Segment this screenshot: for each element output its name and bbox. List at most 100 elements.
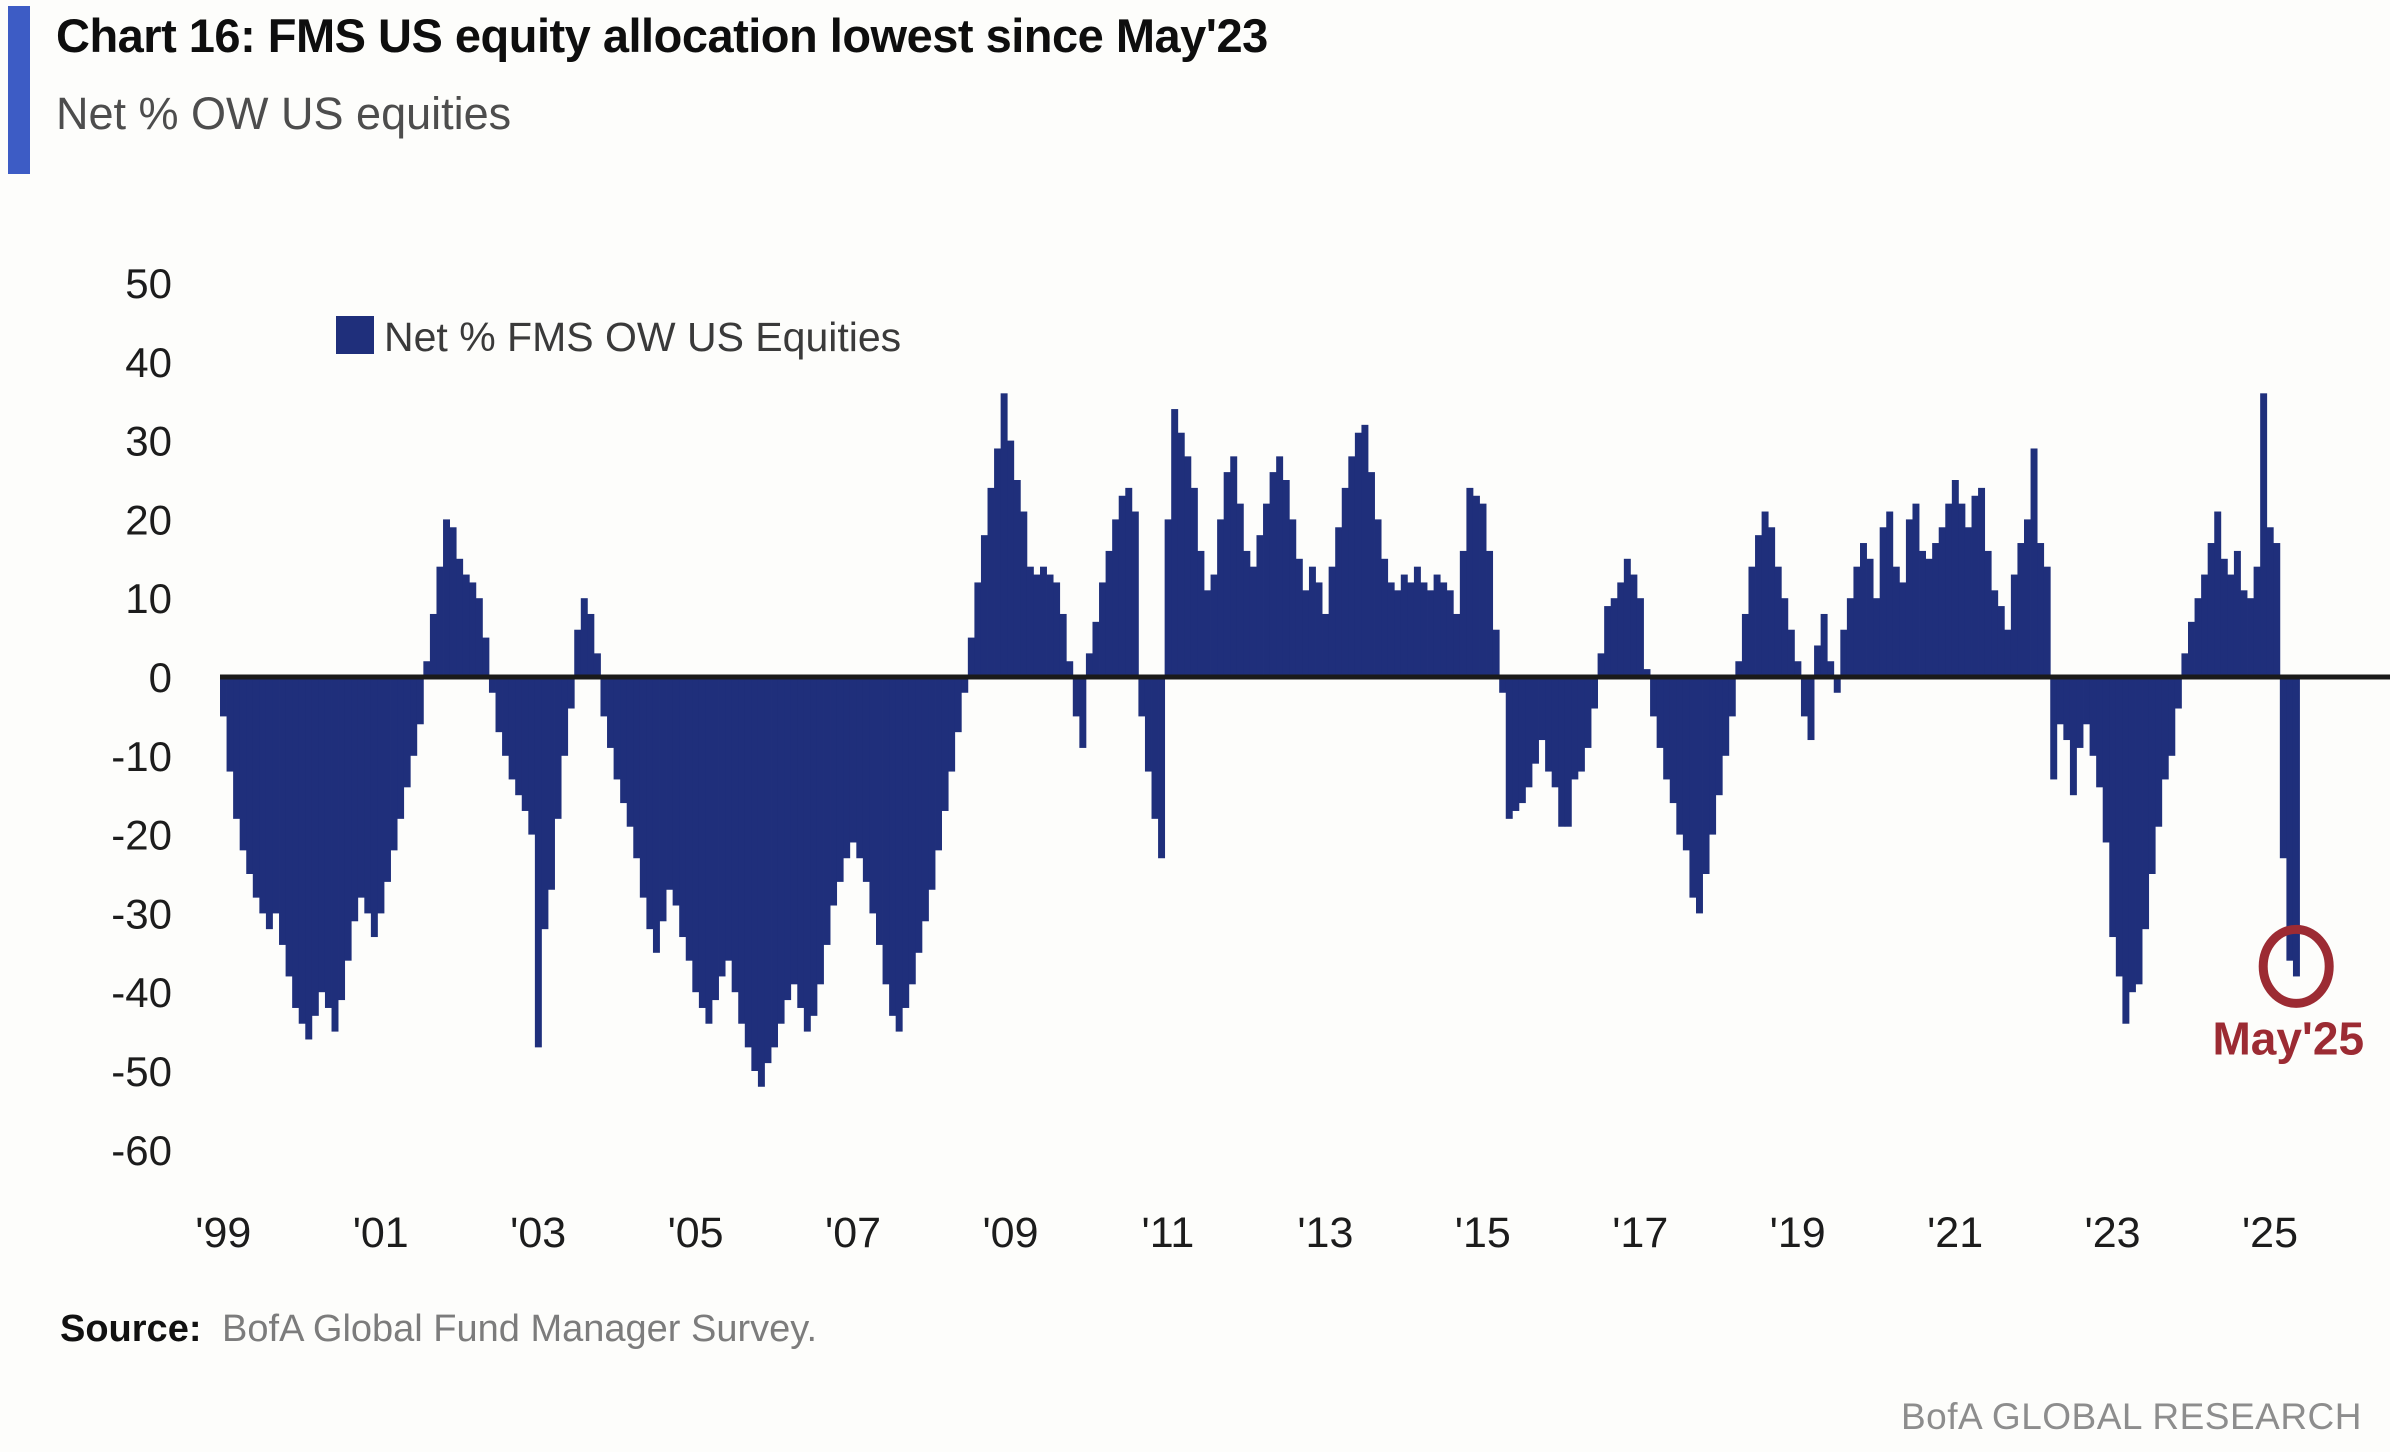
bar <box>1322 613 1330 677</box>
bar <box>1092 621 1100 677</box>
bar <box>528 677 536 835</box>
bar <box>2220 558 2228 677</box>
page-title: Chart 16: FMS US equity allocation lowes… <box>56 9 1268 62</box>
bar <box>1623 558 1631 677</box>
bar <box>2253 566 2261 677</box>
page-subtitle: Net % OW US equities <box>56 88 512 139</box>
bar <box>1499 677 1507 693</box>
bar <box>390 677 398 851</box>
bar <box>443 519 450 677</box>
bar <box>2050 677 2058 780</box>
bar <box>429 613 437 677</box>
bar <box>1794 661 1802 677</box>
bar <box>515 677 523 796</box>
bar <box>580 598 588 677</box>
bar <box>2266 527 2274 677</box>
bar <box>1741 613 1749 677</box>
bar <box>2115 677 2123 977</box>
bar <box>462 574 470 677</box>
bar <box>849 677 857 843</box>
bar <box>1945 503 1953 677</box>
bar <box>987 487 995 677</box>
bar <box>1951 480 1959 677</box>
bar <box>672 677 680 906</box>
bar <box>1118 495 1126 677</box>
bar <box>2128 677 2136 993</box>
bar <box>377 677 385 914</box>
bar <box>1689 677 1697 898</box>
bar <box>403 677 411 788</box>
bar <box>1643 669 1651 677</box>
bar <box>2233 550 2241 677</box>
bar <box>1709 677 1717 835</box>
bar <box>882 677 890 985</box>
bar <box>777 677 785 1024</box>
bar <box>935 677 942 851</box>
bar <box>869 677 877 914</box>
bar <box>541 677 549 930</box>
bar <box>725 677 733 961</box>
bar <box>1407 582 1415 677</box>
bar <box>2063 677 2071 741</box>
bar <box>1420 582 1428 677</box>
bar <box>843 677 851 859</box>
bar <box>2181 653 2189 677</box>
y-tick-label: 40 <box>125 339 172 386</box>
bar <box>1158 677 1166 859</box>
bar <box>836 677 844 882</box>
bar <box>823 677 831 945</box>
bar <box>1564 677 1572 827</box>
bar <box>902 677 910 1008</box>
y-tick-label: -30 <box>111 890 172 937</box>
bar <box>1577 677 1585 772</box>
x-tick-label: '25 <box>2242 1209 2298 1257</box>
bar <box>1551 677 1559 788</box>
zero-axis-line <box>220 674 2390 680</box>
bar <box>2148 677 2156 874</box>
bar <box>1873 598 1881 677</box>
bar <box>1361 424 1369 677</box>
bar <box>1840 629 1848 677</box>
bar <box>2273 543 2281 677</box>
bar <box>1899 582 1907 677</box>
bar <box>1269 472 1277 677</box>
bar <box>1440 582 1448 677</box>
x-tick-label: '01 <box>353 1209 409 1257</box>
bar <box>1046 574 1054 677</box>
bar <box>1308 566 1316 677</box>
y-tick-label: -60 <box>111 1127 172 1174</box>
bar <box>226 677 234 772</box>
bar <box>252 677 260 898</box>
bar <box>1702 677 1710 874</box>
bar <box>856 677 864 859</box>
bar <box>246 677 254 874</box>
x-tick-label: '11 <box>1141 1209 1194 1257</box>
bar <box>1072 677 1080 717</box>
bar <box>1105 550 1113 677</box>
bar <box>626 677 634 827</box>
bar <box>1584 677 1592 748</box>
bar <box>948 677 956 772</box>
bar <box>2102 677 2110 843</box>
bar <box>1217 519 1225 677</box>
bar <box>613 677 621 780</box>
bar <box>1545 677 1553 772</box>
legend-swatch <box>336 316 374 354</box>
bar <box>2043 566 2051 677</box>
bar <box>705 677 713 1024</box>
bar <box>2096 677 2104 788</box>
bar <box>889 677 897 1016</box>
bar <box>2168 677 2176 756</box>
bar <box>1295 558 1303 677</box>
bar <box>1013 480 1021 677</box>
bar <box>1919 550 1926 677</box>
bar <box>1761 511 1769 677</box>
bar <box>1879 527 1887 677</box>
bar <box>2017 543 2025 677</box>
x-tick-label: '13 <box>1297 1209 1353 1257</box>
bar <box>1433 574 1441 677</box>
title-accent-bar <box>8 6 30 174</box>
bar <box>1630 574 1638 677</box>
bar <box>633 677 641 859</box>
